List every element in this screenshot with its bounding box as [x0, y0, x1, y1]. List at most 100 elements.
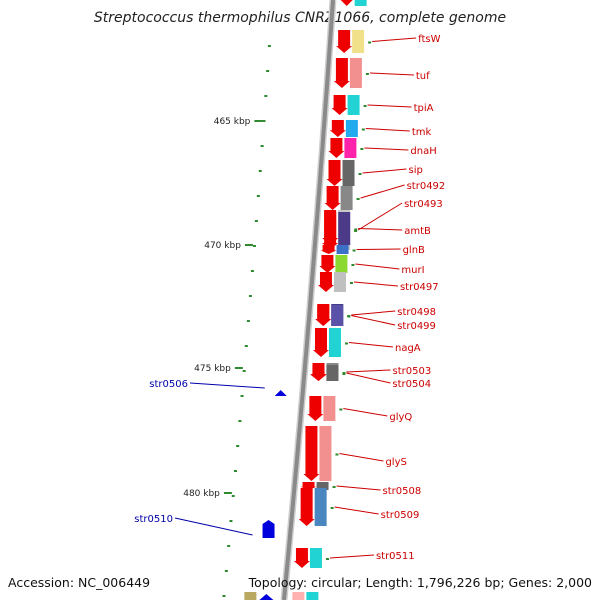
gene-label: glyQ — [389, 412, 412, 423]
gene-arrow-nagA — [312, 328, 329, 357]
gene-tick — [347, 315, 351, 318]
gene-block-tmk — [345, 120, 358, 137]
gene-tick — [342, 373, 346, 375]
gene-block-tuf — [349, 58, 362, 88]
gene-arrow-str0511 — [293, 548, 310, 568]
gene-arrow-partial — [292, 592, 305, 600]
gene-label-line — [336, 485, 381, 491]
gene-label: tpiA — [414, 103, 434, 114]
gene-label: str0506 — [149, 379, 188, 390]
scale-tick — [244, 345, 248, 347]
scale-tick — [231, 495, 235, 497]
scale-major-tick — [223, 492, 232, 494]
gene-label-line — [339, 453, 384, 462]
gene-label: dnaH — [410, 146, 436, 157]
scale-tick — [227, 545, 231, 547]
gene-label-line — [351, 310, 396, 316]
scale-tick — [222, 595, 226, 597]
gene-labels: ftsW tuf tpiA tmk dnaH sip str0492 str0493 amtB g… — [134, 34, 445, 562]
gene-label-line — [360, 184, 405, 199]
gene-label: str0503 — [393, 366, 432, 377]
scale-major-tick — [234, 367, 243, 369]
gene-arrow-sip — [326, 160, 343, 186]
scale-label: 470 kbp — [204, 241, 241, 251]
gene-label: glyS — [385, 457, 406, 468]
gene-label-line — [357, 202, 403, 231]
gene-block-murI — [335, 255, 348, 273]
gene-label-line — [356, 248, 401, 250]
gene-label-line — [351, 315, 396, 326]
gene-tick — [358, 173, 362, 175]
gene-tick — [330, 507, 334, 509]
gene-label: ftsW — [418, 34, 440, 45]
gene-label-line — [353, 281, 399, 287]
gene-arrow-str0506 — [274, 390, 287, 396]
gene-features — [244, 0, 372, 600]
gene-label: amtB — [404, 226, 431, 237]
scale-label: 465 kbp — [214, 117, 251, 127]
gene-label: str0497 — [400, 282, 439, 293]
gene-label-line — [358, 228, 403, 231]
gene-block-glyQ — [323, 396, 336, 421]
gene-label: glnB — [403, 245, 425, 256]
gene-label-line — [364, 147, 409, 151]
gene-tick — [360, 148, 364, 150]
gene-label-line — [346, 369, 391, 373]
scale-tick — [242, 370, 246, 372]
scale-tick — [246, 320, 250, 322]
scale-tick — [252, 245, 256, 247]
gene-block-partial — [244, 592, 257, 600]
gene-block-tpiA — [347, 95, 360, 115]
gene-tick — [361, 128, 365, 131]
scale-tick — [260, 145, 264, 147]
gene-block-amtB — [338, 212, 351, 245]
scale-tick — [240, 395, 244, 397]
gene-tick — [344, 342, 348, 345]
map-title: Streptococcus thermophilus CNRZ1066, com… — [93, 10, 507, 26]
gene-label-line — [372, 37, 417, 42]
gene-tick — [356, 198, 360, 200]
gene-block-ftsW — [352, 30, 365, 53]
gene-label-line — [369, 72, 414, 76]
gene-label: nagA — [395, 343, 421, 354]
scale-tick — [248, 295, 252, 297]
gene-block-str0499 — [331, 305, 344, 326]
gene-block-str0509 — [314, 488, 327, 526]
topology-text: Topology: circular; Length: 1,796,226 bp… — [248, 575, 592, 590]
gene-arrow-tpiA — [331, 95, 348, 115]
gene-arrow-glyQ — [307, 396, 324, 421]
gene-arrow-glyS — [303, 426, 320, 481]
gene-tick — [365, 73, 369, 75]
gene-label-line — [355, 263, 400, 270]
scale-tick — [236, 445, 240, 447]
accession-text: Accession: NC_006449 — [8, 575, 151, 590]
gene-arrow-partial — [340, 0, 353, 6]
gene-label: str0508 — [383, 486, 422, 497]
gene-block-glnB — [336, 245, 349, 254]
gene-label: str0499 — [397, 321, 436, 332]
gene-tick — [363, 105, 367, 107]
gene-arrow-str0509 — [298, 488, 315, 526]
gene-tick — [325, 558, 329, 560]
gene-label: str0492 — [407, 181, 446, 192]
gene-label: tmk — [412, 127, 432, 138]
gene-block-str0511 — [309, 548, 322, 568]
gene-arrow-str0497 — [317, 272, 334, 292]
gene-label: murI — [401, 265, 424, 276]
scale-tick — [238, 420, 242, 422]
gene-arrow-str0504 — [310, 365, 327, 381]
gene-arrow-murI — [319, 255, 336, 273]
gene-tick — [352, 249, 356, 252]
gene-label-line — [343, 408, 388, 417]
scale-tick — [264, 95, 268, 97]
gene-arrow-str0492 — [324, 186, 341, 210]
scale-major-tick — [254, 120, 263, 122]
gene-arrow-partial — [259, 594, 274, 600]
scale-tick — [267, 45, 271, 47]
gene-block-partial — [306, 592, 319, 600]
gene-arrow-glnB — [320, 245, 337, 254]
gene-arrow-str0499 — [315, 305, 332, 326]
scale-tick — [258, 170, 262, 172]
scale-major-tick — [244, 244, 253, 246]
